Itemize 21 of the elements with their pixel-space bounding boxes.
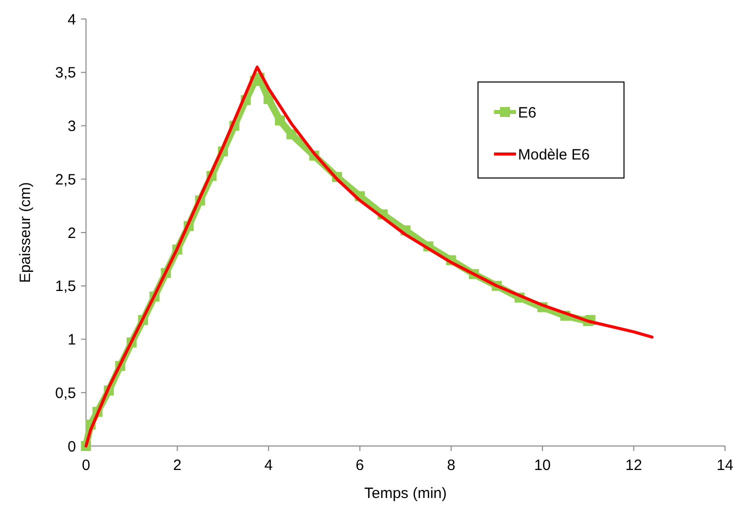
x-tick-label: 2 [173, 457, 182, 474]
y-tick-label: 2,5 [55, 171, 76, 188]
y-tick-label: 0 [68, 438, 76, 456]
y-tick-label: 1 [68, 332, 76, 348]
y-tick-label: 1,5 [55, 278, 76, 296]
x-tick-label: 4 [264, 457, 273, 474]
legend-label: Modèle E6 [518, 146, 590, 164]
y-tick-label: 2 [68, 224, 76, 242]
y-tick-label: 4 [68, 11, 76, 28]
x-axis-title: Temps (min) [364, 485, 447, 502]
y-axis-title: Epaisseur (cm) [17, 182, 34, 283]
x-tick-label: 12 [625, 457, 642, 474]
x-tick-label: 14 [716, 457, 734, 474]
y-tick-label: 3,5 [55, 64, 76, 82]
y-tick-label: 0,5 [55, 384, 76, 402]
x-tick-label: 0 [82, 457, 90, 474]
x-tick-label: 8 [446, 457, 456, 474]
y-tick-label: 3 [68, 118, 76, 135]
x-tick-label: 6 [356, 457, 364, 474]
legend-label: E6 [518, 104, 536, 122]
x-tick-label: 10 [534, 457, 551, 474]
